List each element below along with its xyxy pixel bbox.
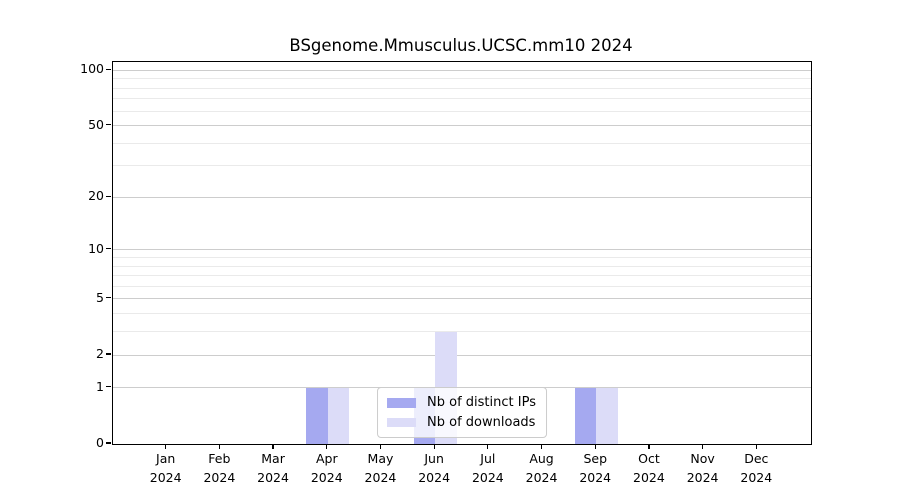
x-tick-mark	[379, 444, 382, 449]
x-tick-month: Sep	[583, 451, 607, 466]
y-tick-label: 50	[88, 116, 104, 132]
x-tick-month: Oct	[638, 451, 660, 466]
gridline-minor	[113, 275, 811, 277]
gridline-minor	[113, 110, 811, 112]
y-tick-label: 0	[96, 435, 104, 450]
x-tick-month: Aug	[529, 451, 554, 466]
x-tick-mark	[165, 444, 167, 449]
x-tick-mark	[272, 444, 274, 449]
x-tick-label-feb: Feb 2024	[183, 450, 255, 487]
x-tick-year: 2024	[579, 469, 612, 485]
bar-nb-of-downloads-apr	[327, 387, 350, 444]
x-tick-year: 2024	[418, 469, 451, 485]
x-tick-label-may: May 2024	[344, 450, 416, 487]
x-tick-label-dec: Dec 2024	[720, 450, 792, 487]
x-tick-month: Apr	[315, 451, 338, 466]
gridline-minor	[113, 87, 811, 89]
legend-label: Nb of distinct IPs	[427, 395, 536, 411]
gridline-minor	[113, 78, 811, 80]
gridline-major	[113, 69, 811, 71]
gridline-major	[113, 298, 811, 300]
gridline-minor	[113, 265, 811, 267]
x-tick-year: 2024	[633, 469, 665, 485]
legend-entry: Nb of downloads	[387, 413, 536, 433]
bar-nb-of-downloads-sep	[596, 387, 618, 444]
x-tick-mark	[594, 444, 596, 449]
gridline-major	[113, 354, 811, 356]
y-tick-mark	[106, 297, 111, 299]
x-tick-label-mar: Mar 2024	[237, 450, 309, 487]
gridline-minor	[113, 165, 811, 167]
y-tick-mark	[106, 248, 111, 250]
gridline-major	[113, 249, 811, 251]
y-tick-mark	[106, 353, 111, 355]
x-tick-label-jun: Jun 2024	[398, 450, 470, 487]
x-tick-label-jan: Jan 2024	[130, 450, 202, 487]
y-tick-mark	[106, 68, 111, 70]
x-tick-year: 2024	[310, 469, 343, 485]
legend: Nb of distinct IPs Nb of downloads	[377, 387, 547, 438]
x-tick-mark	[433, 444, 435, 449]
x-tick-label-nov: Nov 2024	[667, 450, 739, 487]
x-tick-mark	[648, 444, 650, 449]
x-tick-mark	[218, 444, 220, 449]
x-tick-mark	[326, 444, 328, 449]
bar-nb-of-distinct-ips-apr	[306, 387, 328, 444]
x-tick-label-sep: Sep 2024	[559, 450, 631, 487]
x-tick-year: 2024	[740, 469, 773, 485]
y-tick-mark	[106, 195, 111, 197]
x-tick-year: 2024	[686, 469, 719, 485]
gridline-major	[113, 196, 811, 198]
gridline-minor	[113, 98, 811, 100]
x-tick-label-jul: Jul 2024	[452, 450, 524, 487]
y-tick-mark	[106, 386, 111, 388]
x-tick-month: Jan	[156, 451, 176, 466]
x-tick-year: 2024	[471, 469, 504, 485]
y-tick-label: 100	[80, 61, 104, 77]
gridline-minor	[113, 285, 811, 287]
y-tick-label: 5	[96, 289, 104, 305]
legend-swatch	[387, 417, 417, 427]
gridline-major	[113, 125, 811, 127]
x-tick-year: 2024	[257, 469, 289, 485]
gridline-minor	[113, 331, 811, 333]
chart-title: BSgenome.Mmusculus.UCSC.mm10 2024	[289, 36, 633, 55]
bar-nb-of-distinct-ips-sep	[574, 387, 597, 444]
plot-area: Nb of distinct IPs Nb of downloads	[112, 61, 812, 445]
x-tick-label-apr: Apr 2024	[291, 450, 363, 487]
legend-entry: Nb of distinct IPs	[387, 393, 536, 413]
gridline-minor	[113, 313, 811, 315]
x-tick-label-oct: Oct 2024	[613, 450, 685, 487]
x-tick-month: May	[367, 451, 394, 466]
x-tick-month: Dec	[744, 451, 769, 466]
x-tick-month: Jul	[480, 451, 496, 466]
y-tick-label: 20	[88, 188, 104, 204]
x-tick-mark	[702, 444, 704, 449]
gridline-minor	[113, 142, 811, 144]
y-tick-label: 1	[96, 378, 104, 394]
x-tick-month: Jun	[424, 451, 444, 466]
y-tick-label: 10	[88, 240, 104, 256]
x-tick-month: Nov	[690, 451, 715, 466]
x-tick-year: 2024	[525, 469, 558, 485]
gridline-minor	[113, 256, 811, 258]
x-tick-mark	[487, 444, 489, 449]
x-tick-year: 2024	[149, 469, 182, 485]
x-tick-year: 2024	[364, 469, 397, 485]
legend-label: Nb of downloads	[427, 414, 536, 430]
y-tick-label: 2	[96, 346, 104, 361]
x-tick-year: 2024	[203, 469, 236, 485]
y-tick-mark	[106, 442, 111, 444]
x-tick-month: Feb	[208, 451, 231, 466]
x-tick-label-aug: Aug 2024	[506, 450, 578, 487]
y-tick-mark	[106, 123, 111, 126]
legend-swatch	[387, 398, 417, 408]
x-tick-month: Mar	[261, 451, 285, 466]
x-tick-mark	[755, 444, 757, 449]
x-tick-mark	[540, 444, 543, 449]
